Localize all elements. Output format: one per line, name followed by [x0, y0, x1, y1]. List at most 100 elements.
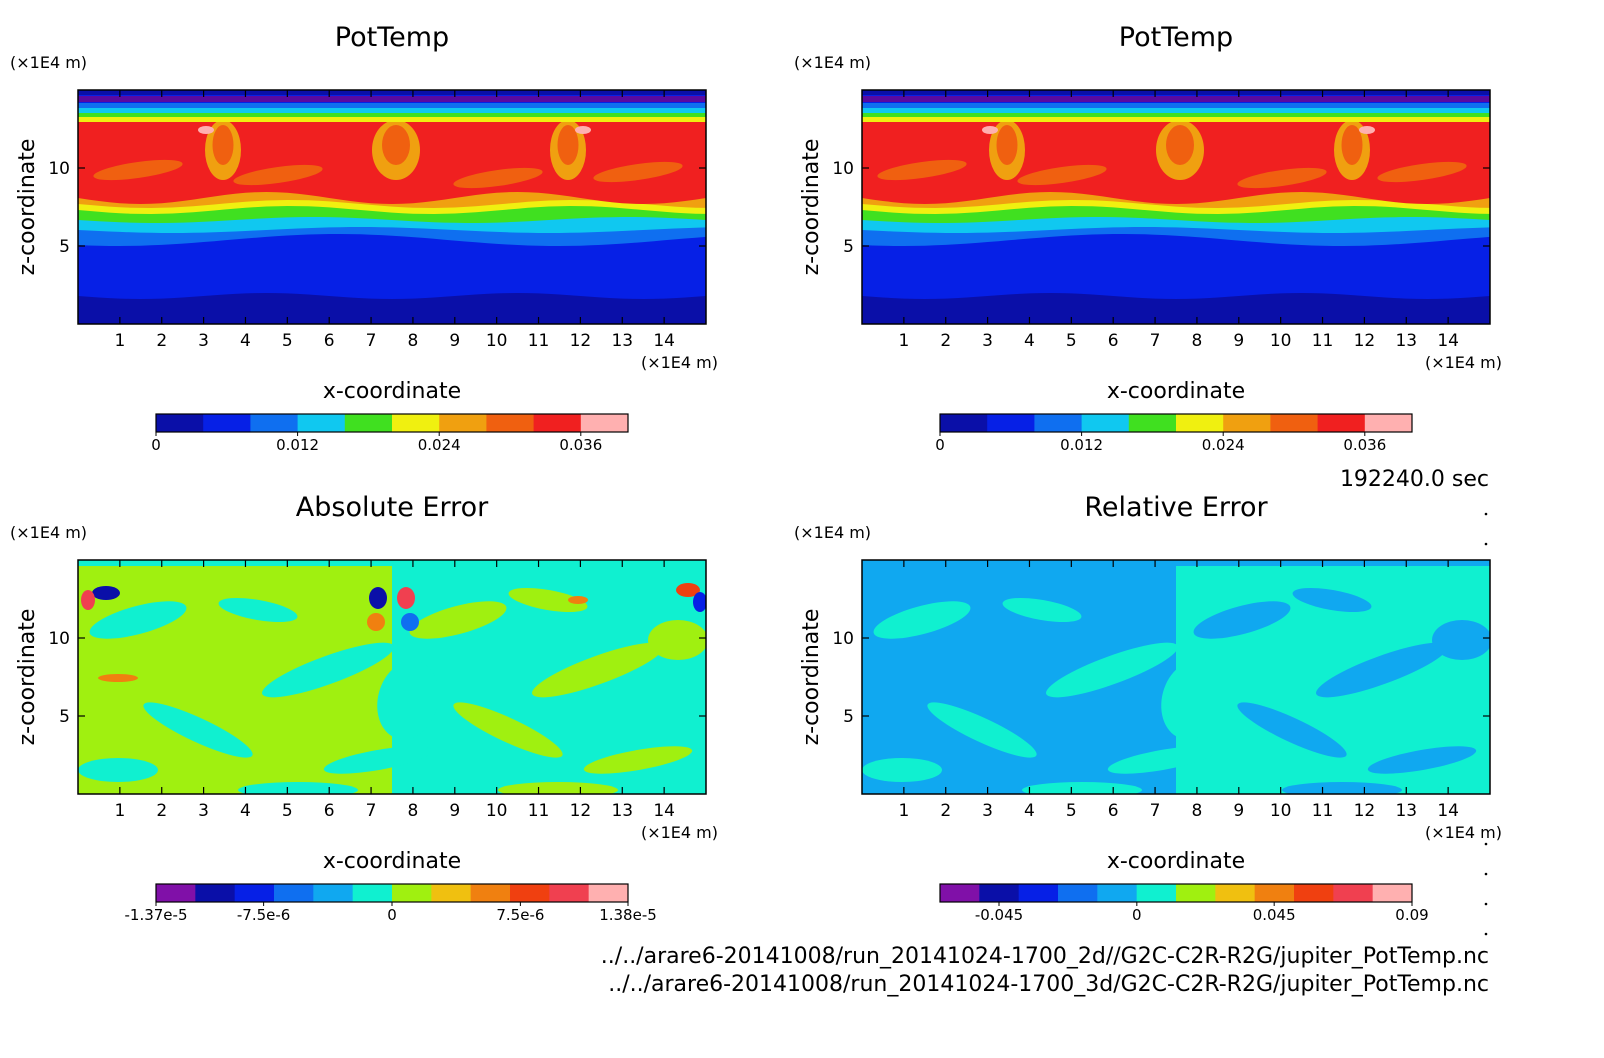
- swirl-3: [93, 159, 183, 181]
- extremum-5: [401, 613, 419, 631]
- x-tick-label: 13: [1395, 801, 1417, 821]
- x-tick-label: 2: [940, 801, 951, 821]
- colorbar-swatch: [1034, 414, 1083, 432]
- colorbar-label: 0: [935, 436, 945, 454]
- colorbar-swatch: [234, 884, 275, 902]
- patch-left-5: [862, 758, 942, 782]
- x-tick-label: 6: [324, 801, 335, 821]
- x-tick-label: 9: [449, 331, 460, 351]
- plume-core-1: [382, 125, 410, 165]
- colorbar-swatch: [1136, 884, 1177, 902]
- patch-left-4: [323, 746, 433, 774]
- colorbar-label: -7.5e-6: [237, 906, 290, 924]
- extremum-6: [676, 583, 700, 597]
- x-tick-label: 11: [528, 801, 550, 821]
- colorbar-swatch: [1058, 884, 1098, 902]
- x-tick-label: 1: [898, 331, 909, 351]
- colorbar-swatch: [940, 884, 980, 902]
- band-top: [862, 560, 1490, 566]
- colorbar-swatch: [344, 414, 393, 432]
- extremum-1: [81, 590, 95, 610]
- x-tick-label: 13: [611, 331, 633, 351]
- margin-dots: [1484, 512, 1488, 936]
- colorbar-frame: [939, 883, 1413, 903]
- x-tick-label: 4: [240, 801, 251, 821]
- x-tick-label: 10: [1270, 801, 1292, 821]
- x-axis-label: x-coordinate: [323, 379, 461, 404]
- x-tick-label: 14: [653, 331, 675, 351]
- x-unit-label: (×1E4 m): [1425, 353, 1502, 372]
- x-tick-label: 8: [408, 331, 419, 351]
- y-tick-label: 5: [59, 707, 70, 727]
- x-tick-label: 3: [198, 331, 209, 351]
- x-tick-label: 7: [366, 801, 377, 821]
- colorbar-label: 0.036: [559, 436, 602, 454]
- patch-left-6: [238, 782, 358, 794]
- colorbar-swatch: [1176, 884, 1216, 902]
- colorbar-swatch: [979, 884, 1020, 902]
- colorbar: 0 0.012 0.024 0.036: [151, 413, 629, 454]
- patch-right-0: [409, 601, 507, 639]
- colorbar-swatch: [439, 414, 487, 432]
- patch-right-6: [498, 782, 618, 794]
- x-tick-label: 11: [1312, 331, 1334, 351]
- extremum-0: [92, 586, 120, 600]
- colorbar-swatch: [156, 884, 196, 902]
- x-tick-label: 6: [1108, 331, 1119, 351]
- x-tick-label: 4: [1024, 331, 1035, 351]
- colorbar-label: 1.38e-5: [599, 906, 657, 924]
- band-bottom: [78, 293, 706, 324]
- extremum-9: [568, 596, 588, 604]
- patch-left-3: [143, 702, 253, 758]
- x-tick-label: 5: [282, 801, 293, 821]
- x-tick-label: 14: [1437, 331, 1459, 351]
- colorbar-label: 0.012: [276, 436, 319, 454]
- x-tick-label: 2: [156, 331, 167, 351]
- patch-left-4: [1107, 746, 1217, 774]
- colorbar-swatch: [1097, 884, 1138, 902]
- colorbar: -1.37e-5 -7.5e-6 0 7.5e-6 1.38e-5: [125, 883, 657, 924]
- colorbar-swatch: [470, 884, 511, 902]
- patch-left-1: [218, 597, 298, 623]
- x-tick-label: 11: [1312, 801, 1334, 821]
- colorbar-swatch: [510, 884, 550, 902]
- x-tick-label: 9: [1233, 801, 1244, 821]
- band-top-blue: [78, 102, 706, 108]
- hotspot-0: [198, 126, 214, 134]
- x-tick-label: 8: [408, 801, 419, 821]
- colorbar-swatch: [1176, 414, 1224, 432]
- plot-frame: [77, 89, 707, 325]
- plot-field: [862, 90, 1490, 324]
- x-tick-label: 14: [653, 801, 675, 821]
- band-bottom: [862, 293, 1490, 324]
- colorbar-label: 0.045: [1253, 906, 1296, 924]
- colorbar-swatch: [1270, 414, 1319, 432]
- colorbar-swatch: [297, 414, 346, 432]
- colorbar-swatch: [533, 414, 582, 432]
- x-tick-label: 12: [570, 331, 592, 351]
- plot-field: [78, 560, 706, 794]
- patch-right-3: [453, 702, 563, 758]
- colorbar-swatch: [1128, 414, 1177, 432]
- colorbar-swatch: [1364, 414, 1413, 432]
- x-unit-label: (×1E4 m): [641, 353, 718, 372]
- chart-title: Absolute Error: [296, 492, 489, 523]
- swirl-0: [1017, 164, 1107, 186]
- x-unit-label: (×1E4 m): [1425, 823, 1502, 842]
- patch-right-0: [1193, 601, 1291, 639]
- y-tick-label: 10: [832, 159, 854, 179]
- band-top-purple: [862, 96, 1490, 102]
- y-unit-label: (×1E4 m): [794, 53, 871, 72]
- plume-core-0: [996, 125, 1018, 165]
- x-tick-label: 7: [366, 331, 377, 351]
- x-tick-label: 5: [1066, 801, 1077, 821]
- colorbar-swatch: [1372, 884, 1413, 902]
- colorbar-label: 0.09: [1395, 906, 1428, 924]
- x-tick-label: 1: [898, 801, 909, 821]
- plume-core-1: [1166, 125, 1194, 165]
- patch-right-3: [1237, 702, 1347, 758]
